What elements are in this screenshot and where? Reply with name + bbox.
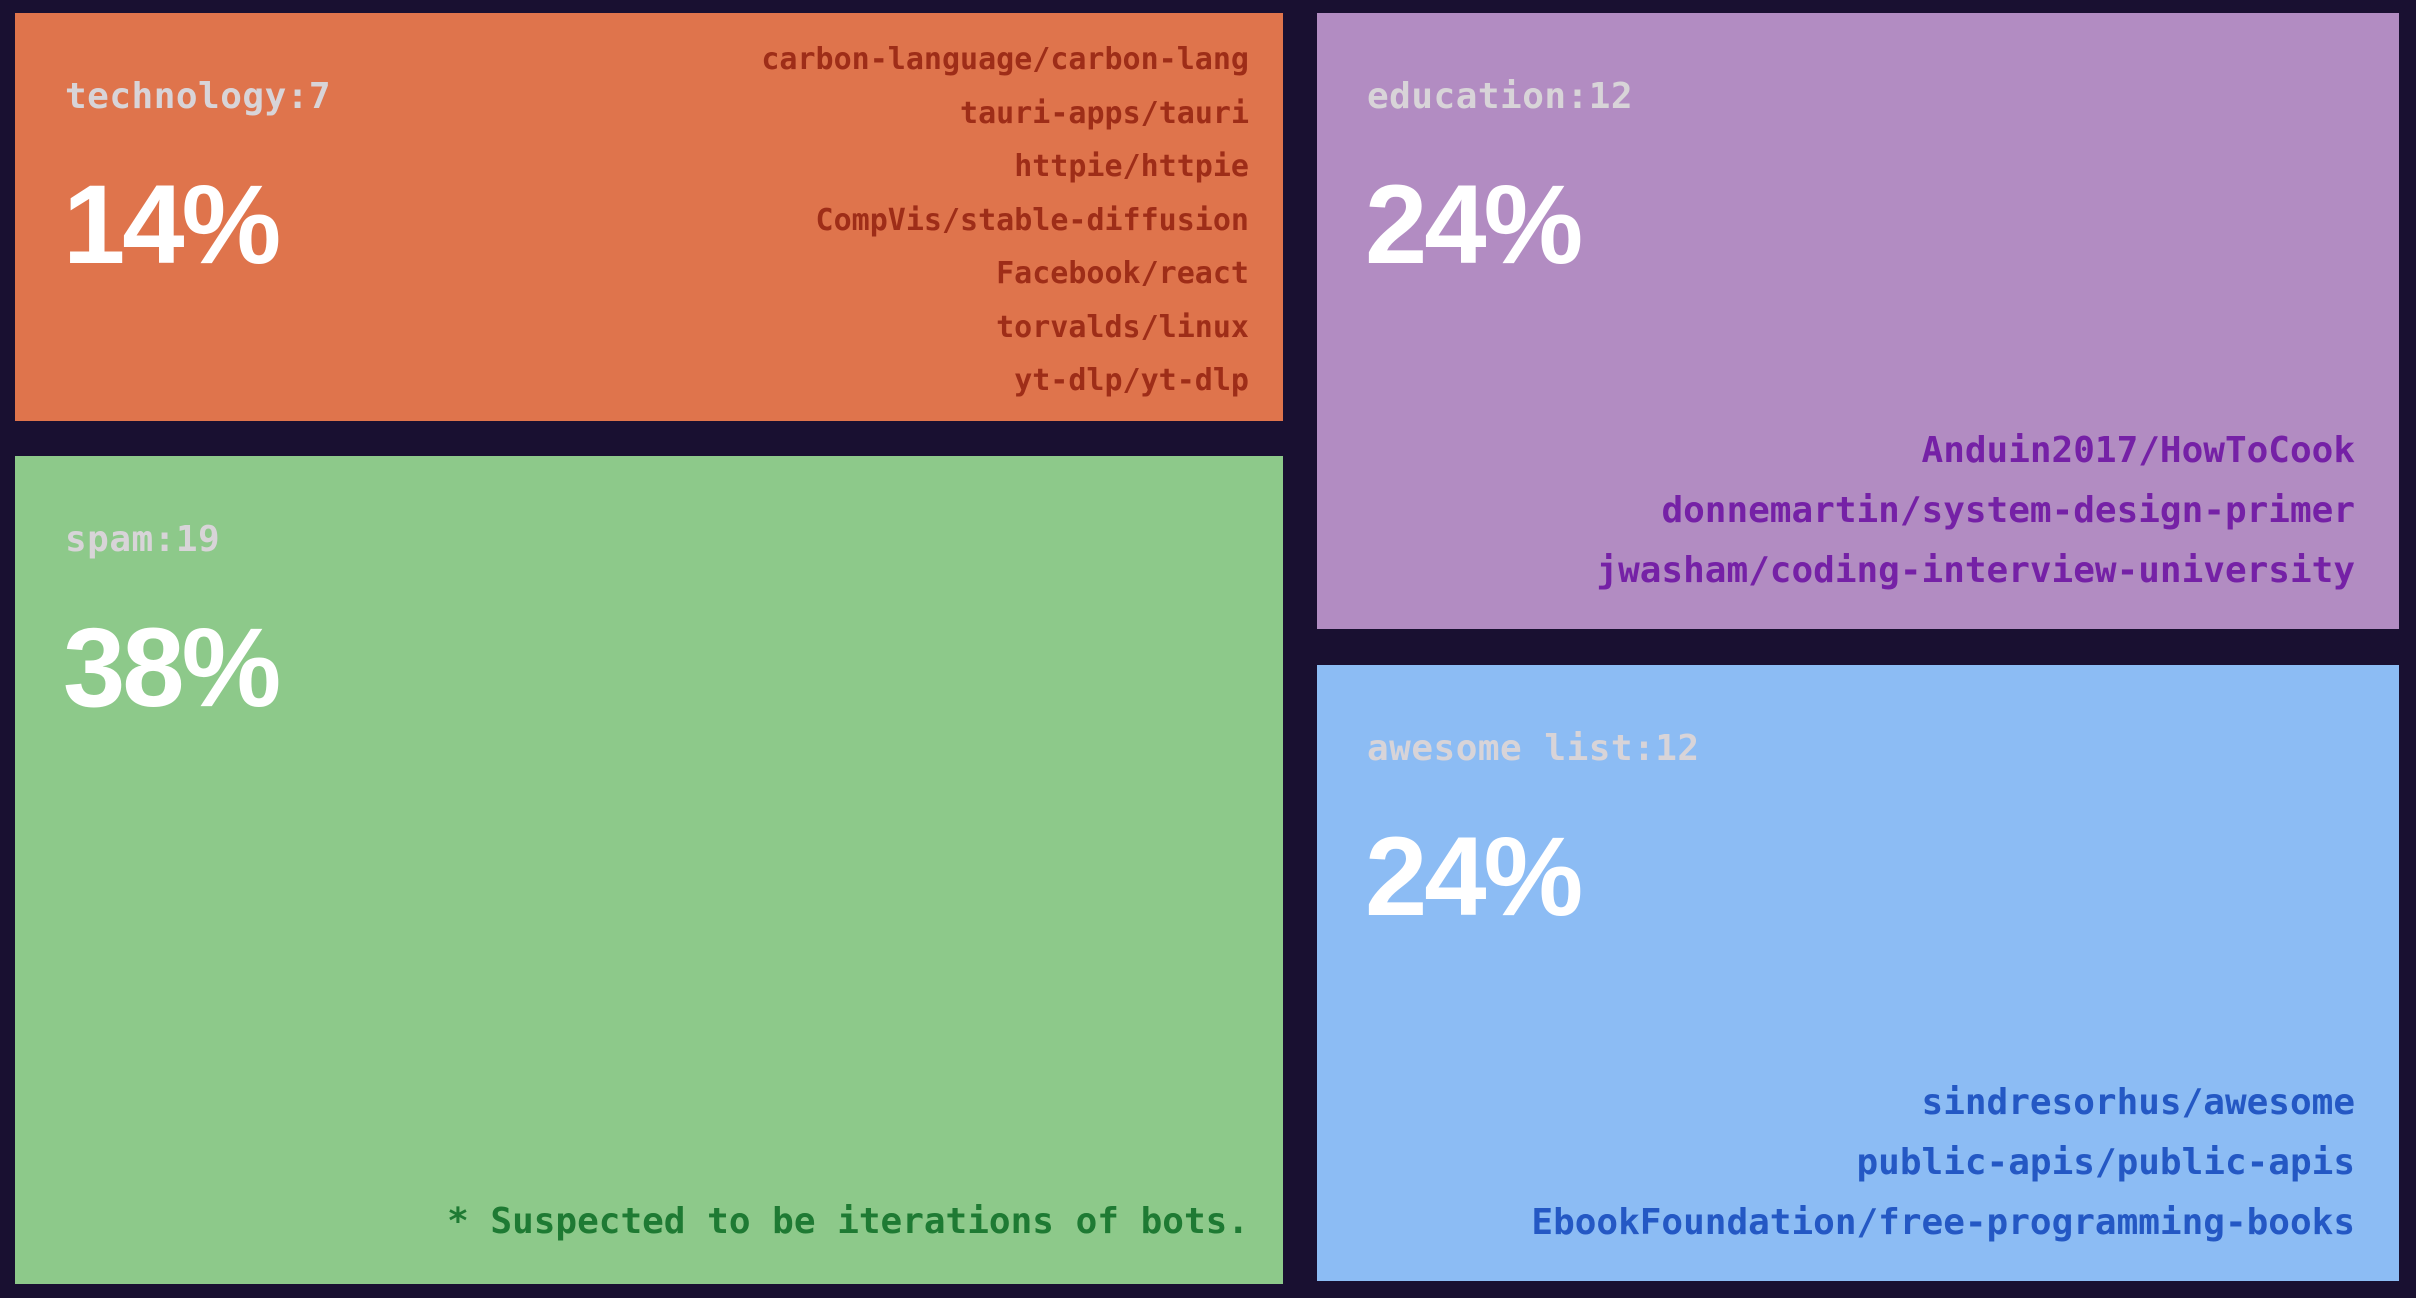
repo-item: carbon-language/carbon-lang (761, 42, 1249, 77)
repo-item: EbookFoundation/free-programming-books (1531, 1202, 2355, 1243)
repo-item: public-apis/public-apis (1856, 1142, 2356, 1183)
treemap-cell-awesome-list: awesome list:12 24% sindresorhus/awesome… (1317, 665, 2399, 1281)
repo-item: yt-dlp/yt-dlp (1014, 363, 1249, 398)
repo-item: Anduin2017/HowToCook (1921, 430, 2355, 471)
repo-item: tauri-apps/tauri (960, 95, 1249, 131)
repo-list-education: Anduin2017/HowToCook donnemartin/system-… (1596, 421, 2355, 601)
repo-item: donnemartin/system-design-primer (1661, 490, 2355, 531)
spam-footnote: * Suspected to be iterations of bots. (447, 1201, 1249, 1242)
repo-item: Facebook/react (996, 256, 1249, 291)
treemap-cell-spam: spam:19 38% * Suspected to be iterations… (15, 456, 1283, 1284)
repo-item: httpie/httpie (1014, 149, 1249, 184)
treemap-cell-technology: technology:7 14% carbon-language/carbon-… (15, 13, 1283, 421)
repo-item: torvalds/linux (996, 309, 1249, 345)
category-label-technology: technology:7 (65, 76, 332, 117)
percent-value-spam: 38% (63, 605, 281, 730)
percent-value-awesome-list: 24% (1365, 814, 1583, 939)
percent-value-technology: 14% (63, 162, 281, 287)
category-label-spam: spam:19 (65, 519, 221, 560)
repo-item: sindresorhus/awesome (1921, 1082, 2355, 1123)
percent-value-education: 24% (1365, 162, 1583, 287)
repo-item: CompVis/stable-diffusion (815, 202, 1249, 238)
category-label-education: education:12 (1367, 76, 1634, 117)
repo-list-technology: carbon-language/carbon-lang tauri-apps/t… (761, 33, 1249, 408)
category-label-awesome-list: awesome list:12 (1367, 728, 1700, 769)
repo-item: jwasham/coding-interview-university (1596, 550, 2355, 591)
treemap-cell-education: education:12 24% Anduin2017/HowToCook do… (1317, 13, 2399, 629)
repo-list-awesome-list: sindresorhus/awesome public-apis/public-… (1531, 1073, 2355, 1253)
